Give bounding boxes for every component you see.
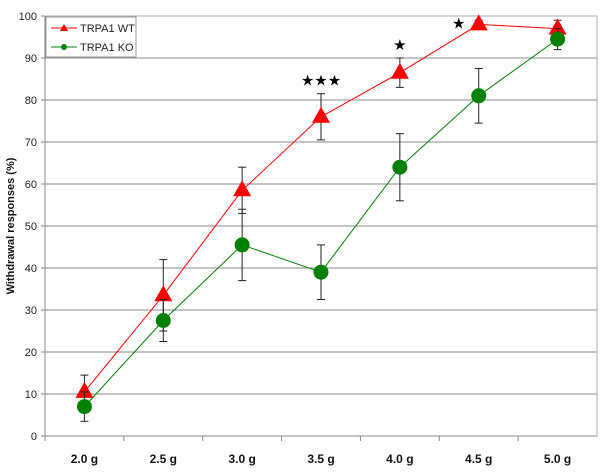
x-tick-label: 4.0 g xyxy=(386,452,413,466)
significance-stars: ★★★ xyxy=(301,73,341,90)
y-tick-label: 60 xyxy=(25,179,37,191)
y-tick-label: 10 xyxy=(25,389,37,401)
y-tick-label: 0 xyxy=(31,431,37,443)
y-tick-label: 40 xyxy=(25,263,37,275)
data-point-circle xyxy=(471,88,487,104)
data-point-triangle xyxy=(154,285,173,302)
data-point-triangle xyxy=(469,14,488,31)
y-tick-label: 20 xyxy=(25,347,37,359)
significance-stars: ★ xyxy=(393,37,406,54)
x-tick-label: 2.5 g xyxy=(150,452,177,466)
legend-label: TRPA1 WT xyxy=(80,23,135,35)
data-point-circle xyxy=(550,31,566,47)
x-tick-label: 5.0 g xyxy=(544,452,571,466)
data-point-triangle xyxy=(233,180,252,197)
data-point-triangle xyxy=(548,18,567,35)
data-point-circle xyxy=(76,399,92,415)
x-tick-label: 3.5 g xyxy=(307,452,334,466)
significance-stars: ★ xyxy=(452,15,465,32)
data-point-circle xyxy=(234,237,250,253)
data-point-triangle xyxy=(75,381,94,398)
x-tick-label: 2.0 g xyxy=(71,452,98,466)
data-point-circle xyxy=(392,159,408,175)
y-tick-label: 80 xyxy=(25,95,37,107)
x-tick-label: 4.5 g xyxy=(465,452,492,466)
y-tick-label: 50 xyxy=(25,221,37,233)
legend-marker-triangle xyxy=(60,24,68,31)
y-tick-label: 100 xyxy=(19,11,37,23)
data-point-triangle xyxy=(312,106,330,123)
data-point-circle xyxy=(313,264,329,280)
legend-label: TRPA1 KO xyxy=(80,42,134,54)
x-tick-label: 3.0 g xyxy=(228,452,255,466)
y-tick-label: 70 xyxy=(25,137,37,149)
y-tick-label: 90 xyxy=(25,53,37,65)
y-tick-label: 30 xyxy=(25,305,37,317)
legend-box xyxy=(45,16,137,58)
data-point-circle xyxy=(155,313,171,328)
y-axis-label: Withdrawal responses (%) xyxy=(5,157,17,294)
legend-marker-circle xyxy=(61,44,67,50)
data-point-triangle xyxy=(390,62,409,79)
